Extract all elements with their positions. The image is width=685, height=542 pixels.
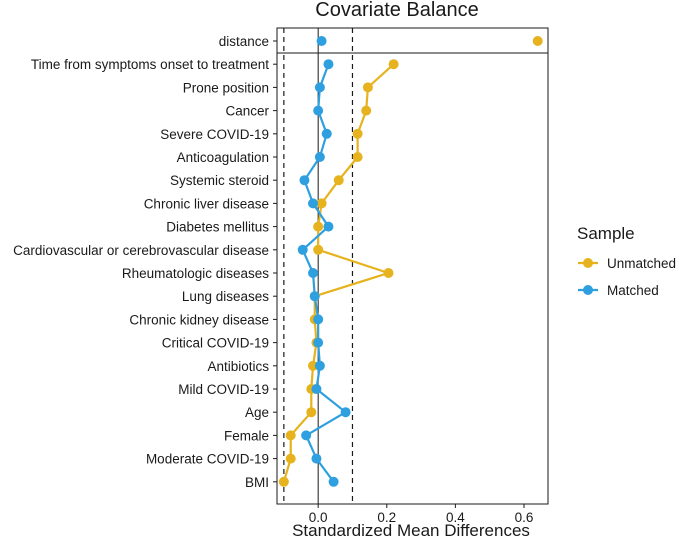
- point-matched-critical-covid-19: [313, 337, 324, 348]
- point-unmatched-distance: [532, 36, 543, 46]
- point-matched-chronic-kidney-disease: [313, 314, 324, 325]
- series-line-unmatched: [282, 63, 395, 483]
- point-matched-mild-covid-19: [311, 384, 322, 394]
- legend-label-matched: Matched: [607, 283, 659, 298]
- point-unmatched-prone-position: [362, 82, 373, 93]
- point-matched-antibiotics: [314, 360, 325, 371]
- y-tick-label-age: Age: [245, 405, 269, 420]
- series-unmatched: [278, 36, 543, 487]
- series-matched: [297, 36, 351, 487]
- point-unmatched-cardiovascular-or-cerebrovascular-disease: [313, 244, 324, 255]
- point-matched-chronic-liver-disease: [308, 198, 319, 209]
- point-matched-female: [301, 430, 312, 441]
- legend-items: Unmatched Matched: [578, 256, 676, 298]
- series-layer: [278, 36, 543, 487]
- point-unmatched-anticoagulation: [352, 152, 363, 162]
- point-matched-age: [340, 407, 351, 418]
- y-tick-label-cancer: Cancer: [225, 104, 269, 119]
- point-matched-rheumatologic-diseases: [308, 268, 319, 278]
- y-tick-label-cardiovascular-or-cerebrovascular-disease: Cardiovascular or cerebrovascular diseas…: [13, 243, 269, 258]
- y-tick-label-mild-covid-19: Mild COVID-19: [178, 382, 269, 397]
- point-matched-prone-position: [314, 82, 325, 93]
- y-tick-label-critical-covid-19: Critical COVID-19: [162, 336, 269, 351]
- point-matched-diabetes-mellitus: [323, 221, 334, 232]
- y-tick-label-moderate-covid-19: Moderate COVID-19: [146, 452, 269, 467]
- y-tick-label-antibiotics: Antibiotics: [207, 359, 269, 374]
- legend: Sample Unmatched Matched: [577, 224, 676, 298]
- y-axis-ticks: [273, 40, 277, 483]
- x-tick-label-0-4: 0.4: [446, 510, 465, 525]
- point-unmatched-severe-covid-19: [352, 128, 363, 139]
- x-tick-label-0-6: 0.6: [515, 510, 534, 525]
- y-tick-label-rheumatologic-diseases: Rheumatologic diseases: [122, 266, 269, 281]
- point-matched-severe-covid-19: [321, 128, 332, 139]
- chart-title: Covariate Balance: [315, 0, 478, 21]
- point-matched-anticoagulation: [314, 152, 325, 162]
- panel-border: [276, 27, 549, 505]
- point-matched-cancer: [313, 105, 324, 116]
- y-tick-label-distance: distance: [219, 34, 269, 49]
- y-tick-label-chronic-kidney-disease: Chronic kidney disease: [129, 312, 269, 327]
- point-unmatched-systemic-steroid: [333, 175, 344, 186]
- point-matched-distance: [316, 36, 327, 46]
- point-unmatched-bmi: [278, 476, 289, 487]
- point-matched-lung-diseases: [309, 291, 320, 302]
- legend-key-point-unmatched: [583, 258, 593, 268]
- y-tick-label-diabetes-mellitus: Diabetes mellitus: [166, 220, 269, 235]
- y-tick-label-lung-diseases: Lung diseases: [182, 289, 269, 304]
- y-tick-label-anticoagulation: Anticoagulation: [177, 150, 269, 165]
- x-tick-label-0-2: 0.2: [377, 510, 396, 525]
- x-axis: 0.0 0.2 0.4 0.6: [309, 504, 534, 525]
- point-unmatched-diabetes-mellitus: [313, 221, 324, 232]
- y-tick-label-severe-covid-19: Severe COVID-19: [160, 127, 269, 142]
- point-unmatched-antibiotics: [308, 360, 319, 371]
- y-axis-labels: distance Time from symptoms onset to trea…: [13, 34, 269, 490]
- y-tick-label-prone-position: Prone position: [183, 80, 269, 95]
- point-unmatched-chronic-liver-disease: [316, 198, 327, 209]
- point-matched-bmi: [328, 476, 339, 487]
- legend-label-unmatched: Unmatched: [607, 256, 676, 271]
- legend-title: Sample: [577, 224, 635, 243]
- point-matched-cardiovascular-or-cerebrovascular-disease: [297, 244, 308, 255]
- point-unmatched-age: [306, 407, 317, 418]
- legend-key-point-matched: [583, 285, 593, 295]
- y-tick-label-chronic-liver-disease: Chronic liver disease: [144, 196, 269, 211]
- point-matched-moderate-covid-19: [311, 453, 322, 464]
- point-matched-time-from-symptoms-onset-to-treatment: [323, 59, 334, 70]
- y-tick-label-systemic-steroid: Systemic steroid: [170, 173, 269, 188]
- point-matched-systemic-steroid: [299, 175, 310, 186]
- point-unmatched-rheumatologic-diseases: [383, 268, 394, 278]
- plot-panel: distance Time from symptoms onset to trea…: [13, 27, 549, 525]
- point-unmatched-female: [285, 430, 296, 441]
- x-tick-label-0-0: 0.0: [309, 510, 328, 525]
- y-tick-label-female: Female: [224, 428, 269, 443]
- point-unmatched-cancer: [361, 105, 372, 116]
- point-unmatched-time-from-symptoms-onset-to-treatment: [388, 59, 399, 70]
- x-axis-label: Standardized Mean Differences: [292, 521, 530, 540]
- legend-item-unmatched: Unmatched: [578, 256, 676, 271]
- y-tick-label-bmi: BMI: [245, 475, 269, 490]
- legend-item-matched: Matched: [578, 283, 659, 298]
- point-unmatched-moderate-covid-19: [285, 453, 296, 464]
- y-tick-label-time-from-symptoms-onset-to-treatment: Time from symptoms onset to treatment: [31, 57, 269, 72]
